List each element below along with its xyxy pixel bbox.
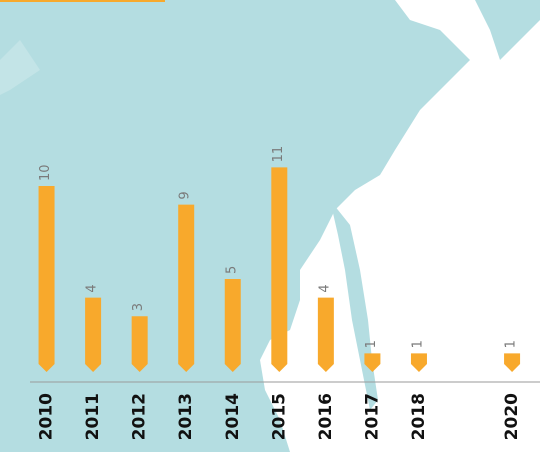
value-label: 4 [85, 284, 100, 292]
bar [271, 167, 288, 372]
x-tick-label: 2016 [316, 393, 336, 440]
value-label: 10 [38, 164, 53, 181]
bar [131, 316, 148, 372]
x-tick-label: 2015 [269, 393, 289, 440]
value-label: 4 [317, 284, 332, 292]
x-tick-label: 2012 [130, 393, 150, 440]
bar [410, 353, 427, 372]
value-label: 11 [271, 146, 286, 163]
bar [85, 297, 102, 372]
bar [504, 353, 521, 372]
value-label: 5 [224, 266, 239, 274]
value-label: 1 [410, 340, 425, 348]
bar [364, 353, 381, 372]
x-tick-label: 2011 [83, 393, 103, 440]
bar [317, 297, 334, 372]
x-tick-label: 2013 [176, 393, 196, 440]
x-tick-label: 2020 [502, 393, 522, 440]
value-label: 1 [504, 340, 519, 348]
x-tick-label: 2010 [37, 393, 57, 440]
bar [224, 279, 241, 372]
value-label: 1 [364, 340, 379, 348]
bar [178, 204, 195, 372]
x-tick-label: 2018 [409, 393, 429, 440]
x-tick-label: 2014 [223, 393, 243, 440]
value-label: 3 [131, 303, 146, 311]
value-label: 9 [178, 191, 193, 199]
x-tick-label: 2017 [362, 393, 382, 440]
bar [38, 186, 55, 372]
